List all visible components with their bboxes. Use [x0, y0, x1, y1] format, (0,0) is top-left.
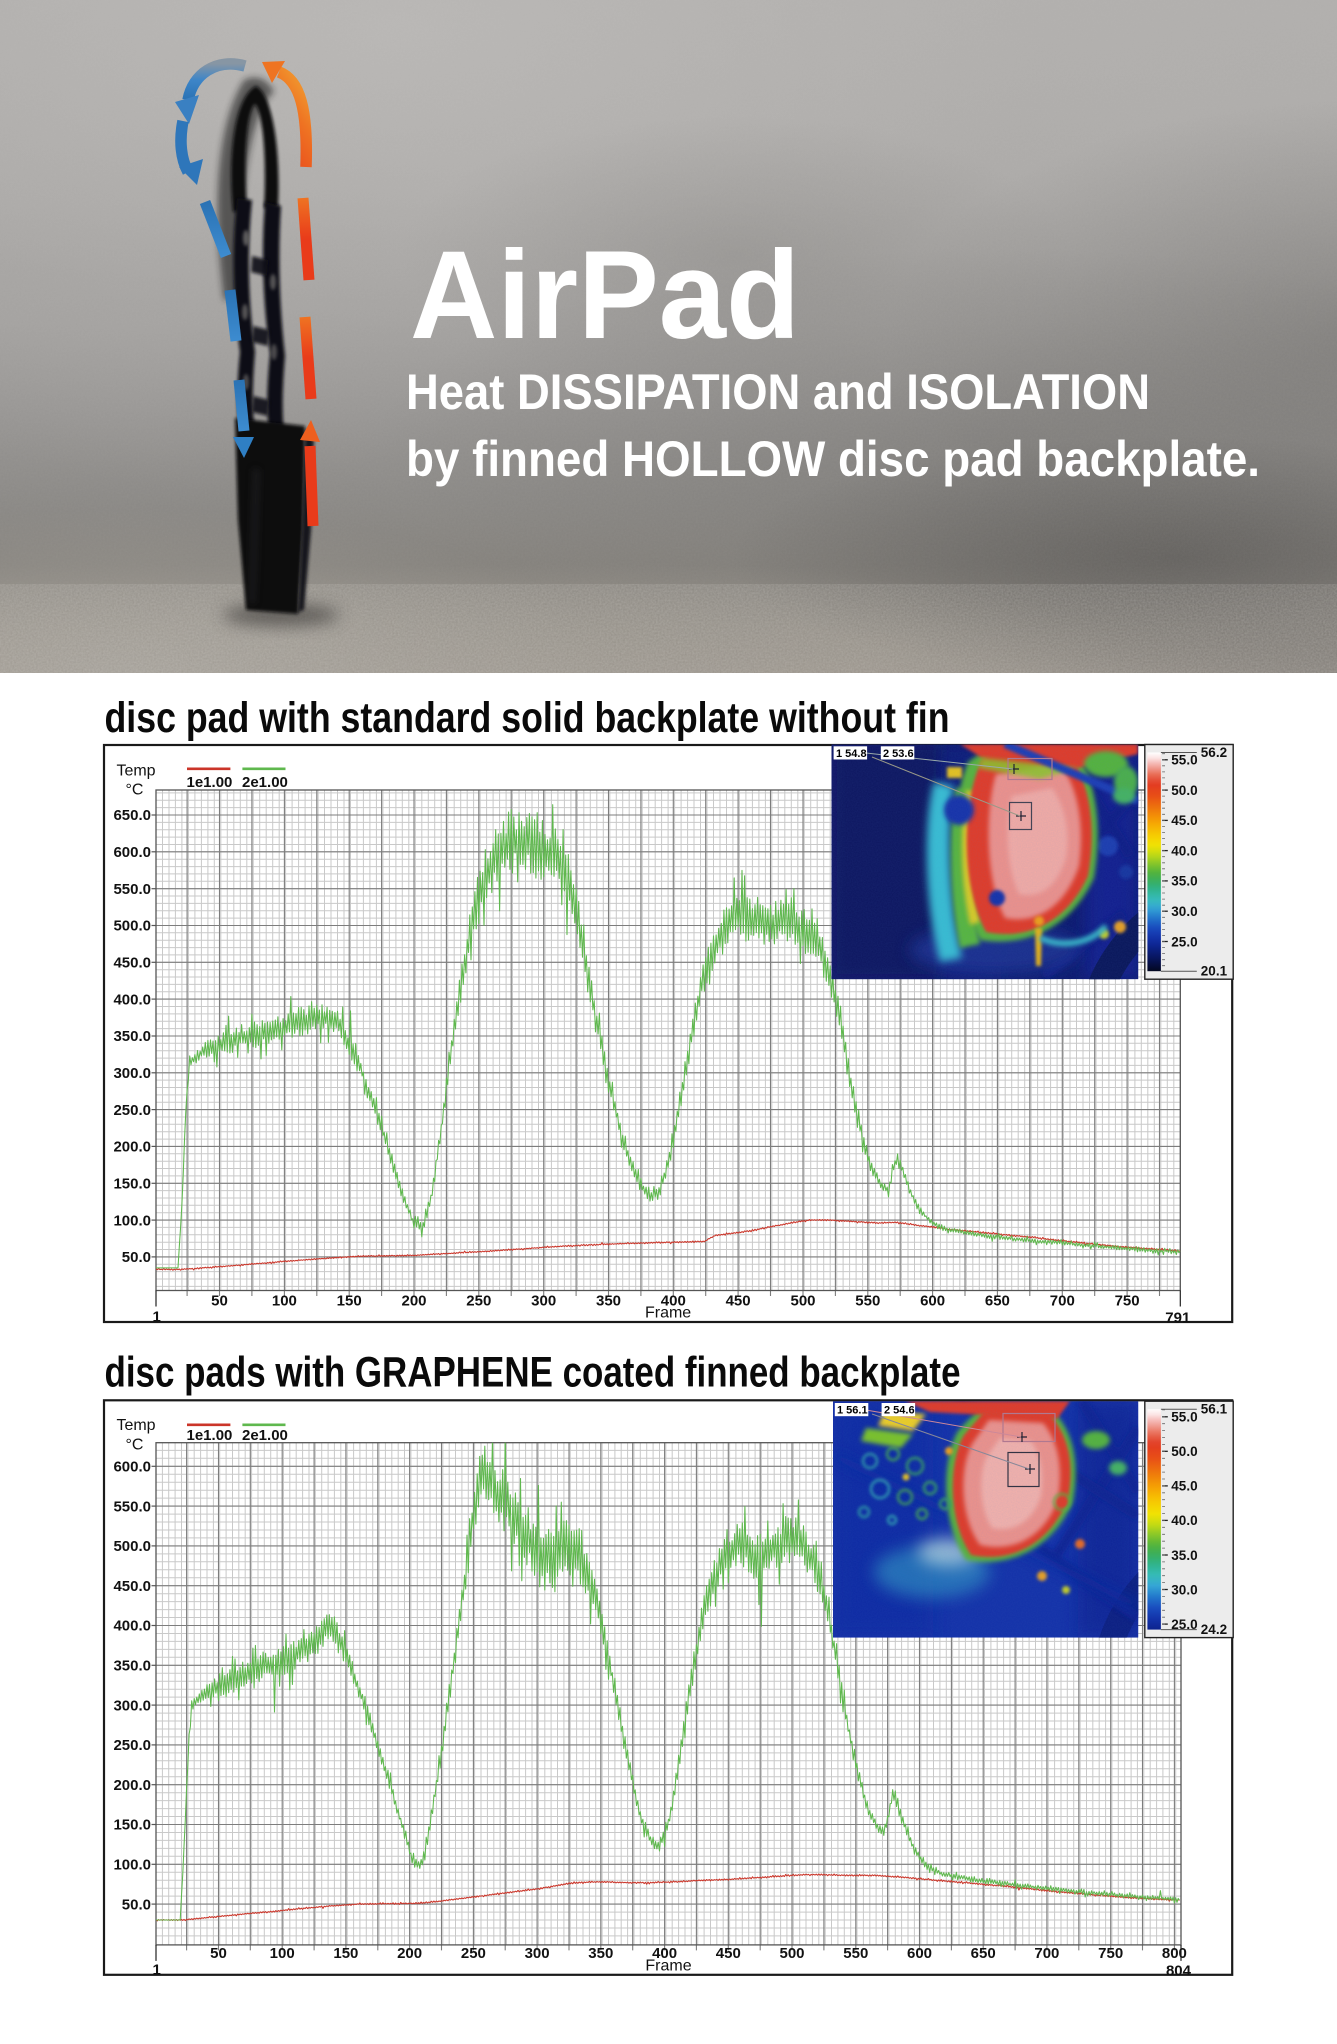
svg-text:50: 50 — [211, 1293, 228, 1310]
svg-text:300.0: 300.0 — [113, 1065, 151, 1082]
svg-text:1: 1 — [153, 1962, 161, 1979]
svg-text:200: 200 — [397, 1945, 422, 1962]
svg-text:35.0: 35.0 — [1171, 1548, 1197, 1563]
svg-text:20.1: 20.1 — [1201, 964, 1228, 979]
svg-text:AirPad: AirPad — [410, 226, 800, 365]
svg-text:200: 200 — [401, 1293, 426, 1310]
svg-text:250: 250 — [461, 1945, 486, 1962]
svg-text:250.0: 250.0 — [113, 1737, 151, 1754]
svg-text:350.0: 350.0 — [113, 1658, 151, 1675]
svg-text:50.0: 50.0 — [122, 1896, 151, 1913]
svg-text:45.0: 45.0 — [1171, 813, 1197, 828]
svg-text:400.0: 400.0 — [113, 1618, 151, 1635]
svg-text:1e1.00: 1e1.00 — [187, 774, 233, 791]
svg-text:550.0: 550.0 — [113, 881, 151, 898]
svg-text:40.0: 40.0 — [1171, 1513, 1197, 1528]
svg-text:200.0: 200.0 — [113, 1777, 151, 1794]
svg-text:disc pads with GRAPHENE coated: disc pads with GRAPHENE coated finned ba… — [105, 1348, 961, 1396]
svg-text:791: 791 — [1165, 1310, 1190, 1327]
svg-text:650.0: 650.0 — [113, 807, 151, 824]
svg-text:1 54.8: 1 54.8 — [836, 748, 867, 760]
svg-text:150: 150 — [333, 1945, 358, 1962]
svg-text:800: 800 — [1162, 1945, 1187, 1962]
svg-text:2e1.00: 2e1.00 — [242, 1427, 288, 1444]
svg-text:55.0: 55.0 — [1171, 753, 1197, 768]
svg-text:650: 650 — [971, 1945, 996, 1962]
svg-text:Heat DISSIPATION and ISOLATION: Heat DISSIPATION and ISOLATION — [406, 364, 1150, 420]
svg-text:24.2: 24.2 — [1201, 1622, 1227, 1637]
svg-text:25.0: 25.0 — [1171, 934, 1197, 949]
svg-text:300: 300 — [531, 1293, 556, 1310]
svg-text:804: 804 — [1166, 1963, 1192, 1980]
svg-text:200.0: 200.0 — [113, 1139, 151, 1156]
svg-text:°C: °C — [126, 1437, 144, 1454]
svg-text:500: 500 — [779, 1945, 804, 1962]
svg-text:750: 750 — [1115, 1293, 1140, 1310]
svg-text:600: 600 — [920, 1293, 945, 1310]
svg-text:2 54.6: 2 54.6 — [884, 1405, 915, 1417]
svg-text:100.0: 100.0 — [113, 1212, 151, 1229]
svg-text:500: 500 — [790, 1293, 815, 1310]
svg-text:30.0: 30.0 — [1171, 904, 1197, 919]
svg-text:600: 600 — [907, 1945, 932, 1962]
svg-text:500.0: 500.0 — [113, 918, 151, 935]
svg-text:700: 700 — [1034, 1945, 1059, 1962]
svg-text:250: 250 — [466, 1293, 491, 1310]
svg-text:300: 300 — [525, 1945, 550, 1962]
svg-text:°C: °C — [126, 782, 144, 799]
svg-text:50: 50 — [210, 1945, 227, 1962]
svg-text:2 53.6: 2 53.6 — [883, 748, 914, 760]
svg-text:400: 400 — [661, 1293, 686, 1310]
svg-text:35.0: 35.0 — [1171, 874, 1197, 889]
svg-text:450.0: 450.0 — [113, 955, 151, 972]
svg-text:150: 150 — [337, 1293, 362, 1310]
svg-text:500.0: 500.0 — [113, 1538, 151, 1555]
svg-text:150.0: 150.0 — [113, 1817, 151, 1834]
svg-text:25.0: 25.0 — [1171, 1617, 1197, 1632]
svg-text:400: 400 — [652, 1945, 677, 1962]
svg-text:1: 1 — [153, 1309, 161, 1326]
svg-text:56.2: 56.2 — [1201, 745, 1227, 760]
svg-text:1 56.1: 1 56.1 — [837, 1405, 868, 1417]
svg-text:55.0: 55.0 — [1171, 1410, 1197, 1425]
svg-text:50.0: 50.0 — [1171, 1444, 1197, 1459]
svg-text:650: 650 — [985, 1293, 1010, 1310]
svg-text:300.0: 300.0 — [113, 1697, 151, 1714]
svg-text:250.0: 250.0 — [113, 1102, 151, 1119]
svg-text:disc pad with standard solid b: disc pad with standard solid backplate w… — [105, 694, 950, 742]
svg-text:700: 700 — [1050, 1293, 1075, 1310]
svg-text:750: 750 — [1098, 1945, 1123, 1962]
svg-text:150.0: 150.0 — [113, 1176, 151, 1193]
svg-text:50.0: 50.0 — [1171, 783, 1197, 798]
svg-text:450: 450 — [716, 1945, 741, 1962]
svg-text:100.0: 100.0 — [113, 1857, 151, 1874]
svg-text:45.0: 45.0 — [1171, 1479, 1197, 1494]
svg-text:56.1: 56.1 — [1201, 1402, 1228, 1417]
svg-text:Frame: Frame — [645, 1305, 691, 1322]
svg-text:100: 100 — [270, 1945, 295, 1962]
svg-text:1e1.00: 1e1.00 — [187, 1427, 233, 1444]
svg-text:600.0: 600.0 — [113, 1459, 151, 1476]
svg-text:350: 350 — [596, 1293, 621, 1310]
svg-text:100: 100 — [272, 1293, 297, 1310]
svg-text:Temp: Temp — [116, 1417, 155, 1434]
svg-text:30.0: 30.0 — [1171, 1582, 1197, 1597]
svg-text:Frame: Frame — [645, 1958, 691, 1975]
svg-text:350: 350 — [588, 1945, 613, 1962]
svg-text:40.0: 40.0 — [1171, 843, 1197, 858]
svg-text:450: 450 — [726, 1293, 751, 1310]
svg-text:Temp: Temp — [116, 763, 155, 780]
svg-text:550.0: 550.0 — [113, 1498, 151, 1515]
svg-text:600.0: 600.0 — [113, 844, 151, 861]
svg-text:50.0: 50.0 — [122, 1249, 151, 1266]
svg-text:2e1.00: 2e1.00 — [242, 774, 288, 791]
svg-text:400.0: 400.0 — [113, 991, 151, 1008]
svg-text:350.0: 350.0 — [113, 1028, 151, 1045]
svg-text:550: 550 — [843, 1945, 868, 1962]
svg-text:450.0: 450.0 — [113, 1578, 151, 1595]
svg-text:by finned HOLLOW disc pad back: by finned HOLLOW disc pad backplate. — [406, 431, 1260, 487]
svg-text:550: 550 — [855, 1293, 880, 1310]
